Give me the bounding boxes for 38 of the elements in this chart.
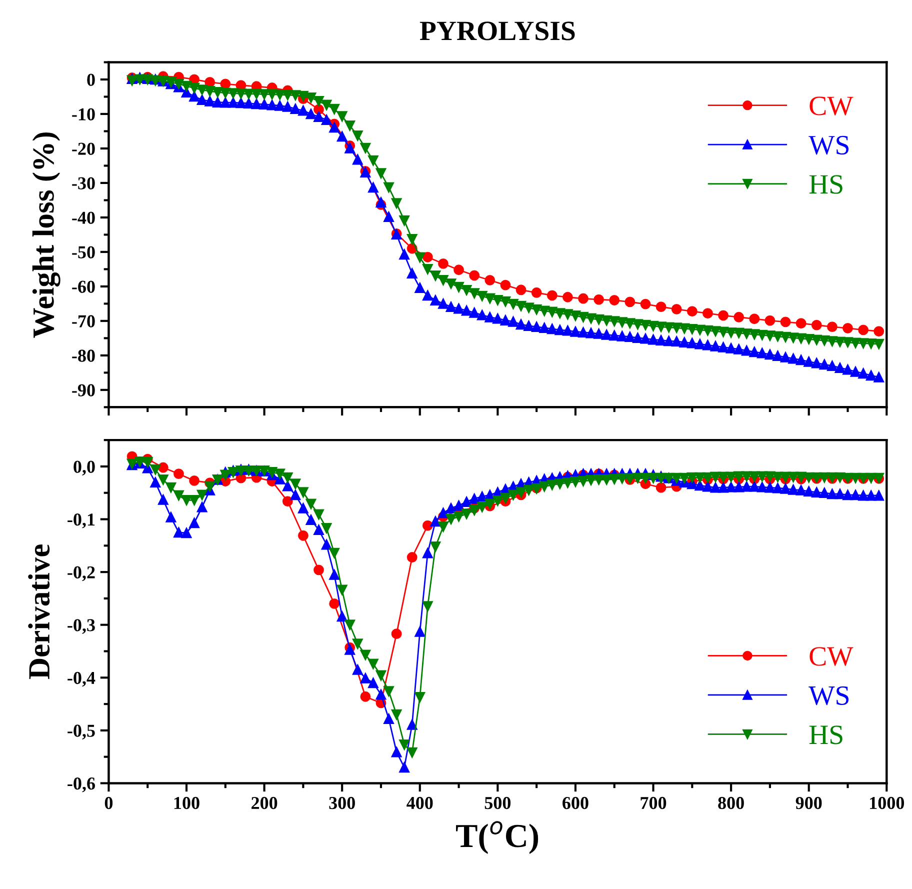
x-tick-label: 100 bbox=[174, 796, 200, 810]
x-tick-label: 0 bbox=[104, 796, 113, 810]
y-tick-label: -90 bbox=[72, 384, 95, 396]
y-tick-label: -20 bbox=[72, 142, 95, 155]
y-tick-label: -0,4 bbox=[68, 672, 96, 687]
x-tick-label: 500 bbox=[484, 796, 511, 810]
x-tick-label: 200 bbox=[252, 796, 278, 810]
x-tick-label: 300 bbox=[329, 796, 355, 810]
y-tick-label: -80 bbox=[72, 350, 95, 362]
y-tick-label: -0,2 bbox=[68, 566, 95, 582]
x-tick-label: 400 bbox=[406, 796, 433, 810]
y-tick-label: -0,6 bbox=[68, 777, 95, 792]
x-tick-label: 600 bbox=[562, 796, 588, 810]
legend-label: HS bbox=[809, 726, 842, 744]
y-tick-label: -0,1 bbox=[68, 514, 95, 528]
legend-label: CW bbox=[810, 647, 854, 666]
x-axis-title: T($^{o}$C) bbox=[456, 821, 538, 854]
legend-label: WS bbox=[808, 686, 849, 706]
y-axis-title: Weight loss (%) bbox=[32, 132, 60, 338]
y-tick-label: -60 bbox=[72, 280, 95, 293]
y-axis-title: Derivative bbox=[28, 544, 50, 679]
y-tick-label: -50 bbox=[72, 246, 95, 258]
chart-title: PYROLYSIS bbox=[420, 22, 575, 40]
x-tick-label: 700 bbox=[640, 796, 666, 810]
legend-label: CW bbox=[810, 96, 854, 116]
legend-label: HS bbox=[809, 175, 842, 194]
x-tick-label: 1000 bbox=[870, 796, 904, 810]
y-tick-label: -0,3 bbox=[68, 619, 95, 634]
y-tick-label: -10 bbox=[72, 108, 95, 120]
y-tick-label: -40 bbox=[72, 212, 95, 224]
legend-label: WS bbox=[808, 136, 849, 155]
y-tick-label: 0 bbox=[87, 74, 95, 86]
x-tick-label: 800 bbox=[718, 796, 744, 810]
y-tick-label: -30 bbox=[72, 177, 95, 190]
y-tick-label: -70 bbox=[72, 315, 95, 328]
y-tick-label: -0,5 bbox=[68, 724, 95, 740]
y-tick-label: 0,0 bbox=[74, 460, 95, 476]
x-tick-label: 900 bbox=[796, 796, 822, 810]
